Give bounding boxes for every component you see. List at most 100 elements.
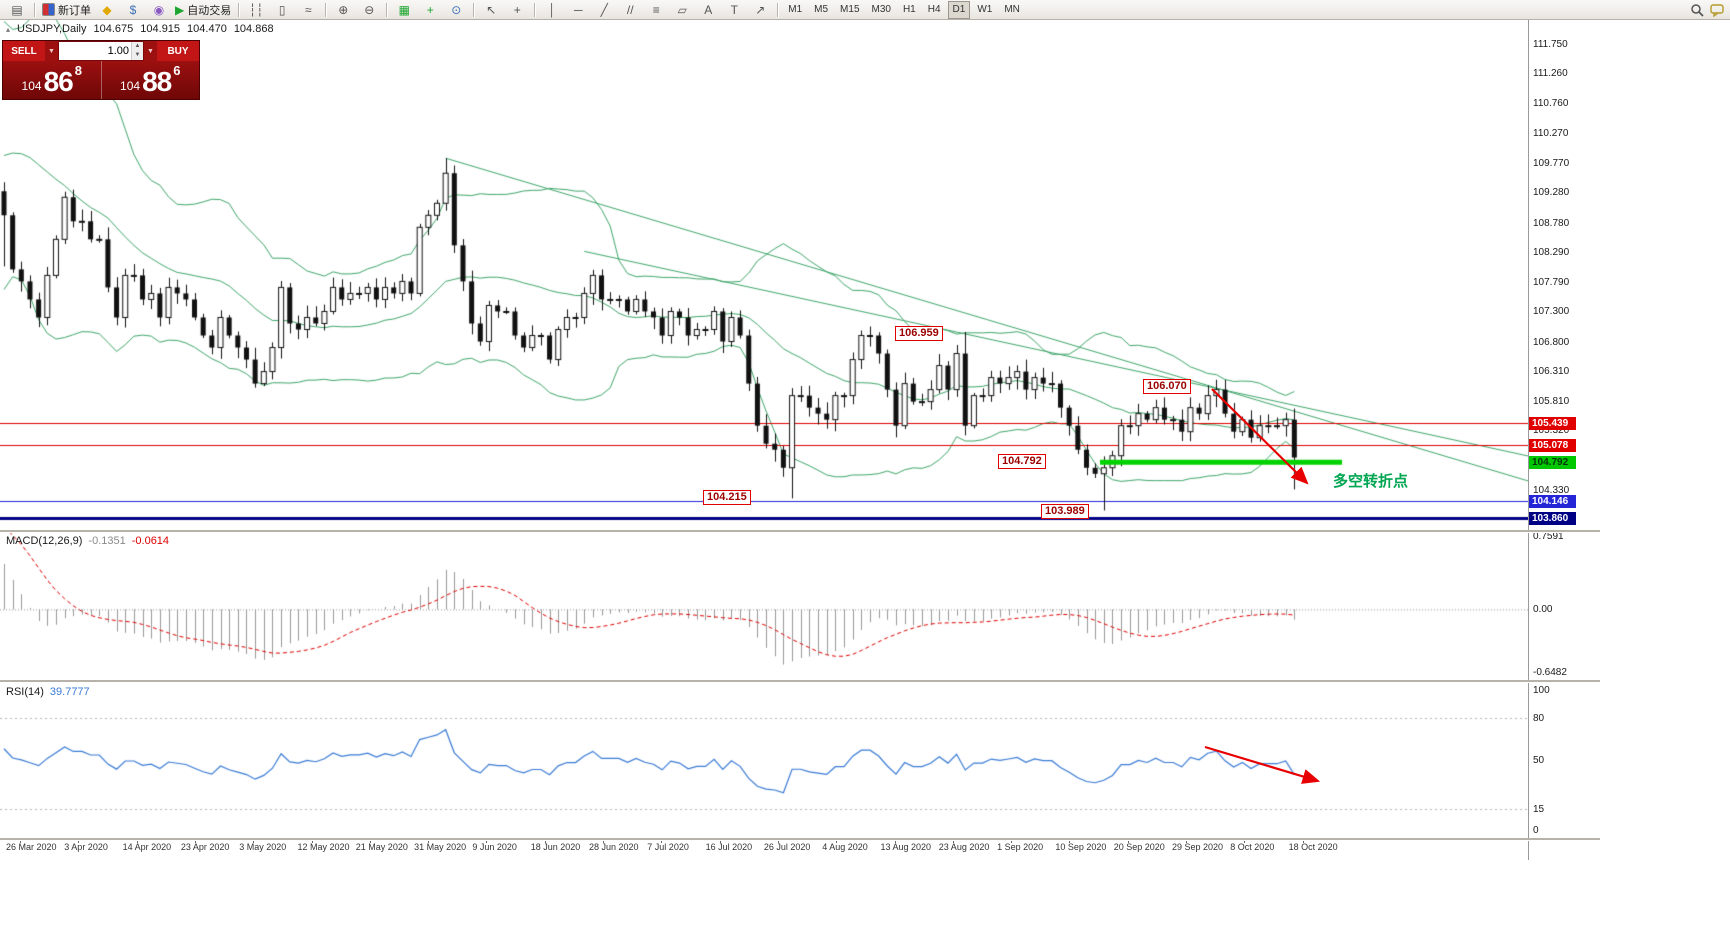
text-label-icon: T <box>730 2 738 17</box>
arrows-icon: ↗ <box>755 2 766 17</box>
metaeditor-icon[interactable]: ◆ <box>94 1 120 19</box>
marketwatch-icon[interactable]: $ <box>120 1 146 19</box>
volume-down-arrow[interactable]: ▼ <box>132 51 143 60</box>
rsi-value: 39.7777 <box>49 686 90 698</box>
new-order-icon <box>42 3 55 16</box>
price-badge: 105.078 <box>1529 438 1576 452</box>
channel-icon[interactable]: // <box>617 1 643 19</box>
price-axis-label: 104.830 <box>1533 454 1570 466</box>
text-icon[interactable]: A <box>695 1 721 19</box>
timeframe-m1[interactable]: M1 <box>788 4 803 15</box>
periods-icon[interactable]: ⊙ <box>443 1 469 19</box>
zoom-in-icon[interactable]: ⊕ <box>330 1 356 19</box>
price-axis-label: 109.770 <box>1533 158 1570 169</box>
sell-options-caret[interactable]: ▼ <box>45 41 58 61</box>
horizontal-line-icon[interactable]: ─ <box>565 1 591 19</box>
timeframe-h1[interactable]: H1 <box>902 4 916 15</box>
buy-options-caret[interactable]: ▼ <box>144 41 157 61</box>
toolbar-separator <box>777 2 779 17</box>
vertical-line-icon[interactable]: │ <box>539 1 565 19</box>
price-axis-label: 111.750 <box>1533 38 1568 50</box>
date-label: 29 Sep 2020 <box>1172 842 1224 852</box>
sell-button[interactable]: SELL <box>3 41 45 61</box>
toolbar-separator <box>238 2 240 17</box>
rsi-scale-label: 0 <box>1533 825 1539 836</box>
timeaxis-splitter[interactable] <box>0 838 1600 841</box>
ohlc-open: 104.675 <box>93 23 134 35</box>
bar-chart-icon[interactable]: ┆┆ <box>243 1 269 19</box>
macd-signal-value: -0.0614 <box>131 535 170 547</box>
timeframe-d1[interactable]: D1 <box>947 0 971 19</box>
navigator-icon[interactable]: ◉ <box>146 1 172 19</box>
price-axis-label: 105.810 <box>1533 396 1570 408</box>
sell-price-quote[interactable]: 104 86 8 <box>3 61 101 99</box>
shapes-icon[interactable]: ▱ <box>669 1 695 19</box>
timeframe-mn[interactable]: MN <box>1004 4 1020 15</box>
price-axis-label: 105.320 <box>1533 425 1570 437</box>
rsi-splitter[interactable] <box>0 680 1600 683</box>
rsi-canvas[interactable] <box>0 682 1528 838</box>
metaeditor-icon: ◆ <box>102 2 112 17</box>
timeframe-m15[interactable]: M15 <box>840 4 860 15</box>
macd-splitter[interactable] <box>0 530 1600 533</box>
timeframe-m30[interactable]: M30 <box>871 4 891 15</box>
buy-price-prefix: 104 <box>120 79 141 93</box>
marketwatch-icon: $ <box>129 2 137 17</box>
date-label: 18 Oct 2020 <box>1288 842 1338 852</box>
chat-icon[interactable] <box>1710 3 1724 17</box>
add-indicator-icon[interactable]: + <box>417 1 443 19</box>
rsi-scale-label: 80 <box>1533 713 1545 724</box>
timeframe-m5[interactable]: M5 <box>814 4 829 15</box>
vertical-line-icon: │ <box>548 2 556 17</box>
ohlc-low: 104.470 <box>187 23 227 35</box>
cursor-icon[interactable]: ↖ <box>478 1 504 19</box>
date-label: 1 Sep 2020 <box>997 842 1044 852</box>
macd-scale-label: -0.6482 <box>1533 667 1567 678</box>
zoom-in-icon: ⊕ <box>338 2 349 17</box>
date-label: 16 Jul 2020 <box>705 842 753 852</box>
new-order-button[interactable]: 新订单 <box>39 1 94 19</box>
autotrade-button[interactable]: ▶ 自动交易 <box>172 1 234 19</box>
charts-window-icon[interactable]: ▤ <box>4 1 30 19</box>
price-axis-label: 107.300 <box>1533 306 1570 318</box>
arrows-icon[interactable]: ↗ <box>747 1 773 19</box>
price-axis-label: 111.260 <box>1533 68 1568 80</box>
date-label: 4 Aug 2020 <box>822 842 868 852</box>
cursor-icon: ↖ <box>486 2 497 17</box>
chart-symbol-icon: ▴ <box>6 24 11 34</box>
volume-input[interactable] <box>59 42 131 60</box>
periods-icon: ⊙ <box>451 2 462 17</box>
autotrade-button-icon: ▶ <box>175 2 185 17</box>
price-badge: 103.860 <box>1529 511 1576 525</box>
toolbar-separator <box>534 2 536 17</box>
volume-up-arrow[interactable]: ▲ <box>132 42 143 51</box>
zoom-out-icon[interactable]: ⊖ <box>356 1 382 19</box>
add-indicator-icon: + <box>426 2 434 17</box>
macd-canvas[interactable] <box>0 532 1528 680</box>
tile-windows-icon[interactable]: ▦ <box>391 1 417 19</box>
candlestick-chart-icon[interactable]: ▯ <box>269 1 295 19</box>
search-icon[interactable] <box>1690 3 1704 17</box>
timeframe-w1[interactable]: W1 <box>977 4 993 15</box>
line-chart-icon[interactable]: ≈ <box>295 1 321 19</box>
shapes-icon: ▱ <box>677 2 687 17</box>
buy-price-pip: 6 <box>173 63 181 78</box>
rsi-scale-label: 100 <box>1533 685 1550 696</box>
symbol-timeframe-label: USDJPY,Daily <box>17 23 87 35</box>
buy-button[interactable]: BUY <box>157 41 199 61</box>
date-label: 8 Oct 2020 <box>1230 842 1275 852</box>
timeframe-h4[interactable]: H4 <box>927 4 941 15</box>
text-label-icon[interactable]: T <box>721 1 747 19</box>
crosshair-icon[interactable]: + <box>504 1 530 19</box>
date-label: 7 Jul 2020 <box>647 842 689 852</box>
trendline-icon[interactable]: ╱ <box>591 1 617 19</box>
rsi-scale-label: 50 <box>1533 755 1545 766</box>
price-chart-canvas[interactable] <box>0 20 1528 530</box>
bar-chart-icon: ┆┆ <box>249 2 264 17</box>
date-label: 3 May 2020 <box>239 842 287 852</box>
fibonacci-icon[interactable]: ≡ <box>643 1 669 19</box>
date-label: 28 Jun 2020 <box>589 842 639 852</box>
buy-price-quote[interactable]: 104 88 6 <box>100 61 200 99</box>
sell-price-big: 86 <box>43 66 74 97</box>
